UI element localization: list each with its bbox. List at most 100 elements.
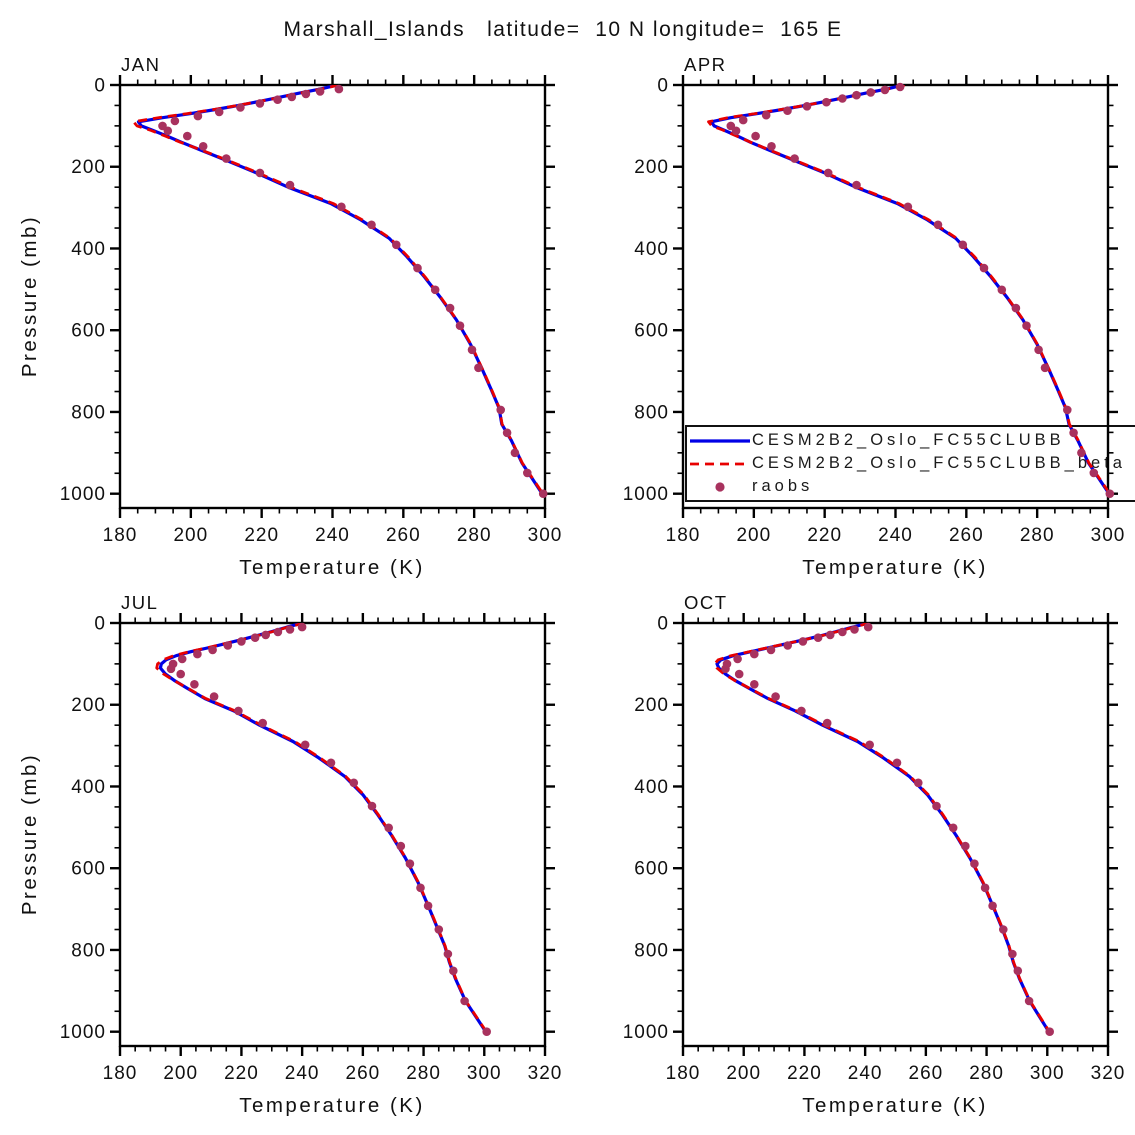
raobs-dot: [1011, 303, 1021, 313]
raobs-dot: [1022, 321, 1031, 331]
raobs-dot: [1024, 996, 1034, 1006]
x-tick-label: 240: [315, 525, 350, 546]
raobs-dot: [895, 82, 905, 92]
raobs-dots: [726, 82, 1115, 499]
raobs-dot: [430, 285, 440, 295]
x-axis-title-jul: Temperature (K): [239, 1094, 425, 1117]
y-tick-label: 200: [71, 695, 106, 716]
tick-labels: 180 200 220 240 260 280 300 320 0 200 400 600 800 100…: [623, 614, 1125, 1085]
raobs-dot: [1089, 468, 1099, 478]
raobs-dot: [287, 92, 297, 102]
raobs-dot: [523, 468, 532, 478]
raobs-dot: [434, 925, 444, 934]
axis-ticks: [673, 613, 1118, 1056]
dot-swatch: [687, 481, 752, 493]
raobs-dot: [170, 116, 180, 126]
raobs-dot: [273, 627, 283, 637]
x-tick-label: 220: [807, 525, 842, 546]
y-tick-label: 0: [94, 614, 106, 635]
raobs-dot: [766, 645, 776, 655]
raobs-dot: [948, 823, 958, 833]
panel-jan: 180 200 220 240 260 280 300 0 200 400 600 800 1000: [60, 75, 561, 546]
x-tick-label: 200: [173, 525, 208, 546]
x-tick-label: 300: [1091, 525, 1126, 546]
raobs-dot: [997, 285, 1007, 295]
raobs-dot: [413, 263, 422, 273]
x-tick-label: 280: [406, 1063, 441, 1084]
raobs-dot: [771, 692, 780, 701]
raobs-dot: [852, 90, 861, 100]
plot-frame: [118, 621, 547, 1048]
y-tick-label: 200: [634, 695, 669, 716]
raobs-dot: [813, 633, 823, 642]
x-axis-title-oct: Temperature (K): [802, 1094, 988, 1117]
panel-jul: 180 200 220 240 260 280 300 320 0 200 400 600 800 100…: [60, 613, 561, 1084]
model-line: [158, 623, 488, 1033]
raobs-dot: [234, 706, 243, 716]
raobs-dot: [1013, 966, 1023, 976]
y-tick-label: 600: [634, 321, 669, 342]
raobs-dot: [467, 345, 477, 355]
raobs-dot: [297, 622, 307, 632]
x-tick-label: 200: [163, 1063, 198, 1084]
raobs-dot: [496, 405, 506, 415]
y-tick-label: 400: [71, 239, 106, 260]
x-axis-title-jan: Temperature (K): [239, 556, 425, 579]
raobs-dot: [903, 202, 913, 212]
raobs-dot: [750, 680, 759, 689]
raobs-dot: [482, 1027, 492, 1036]
raobs-dot: [367, 801, 377, 811]
raobs-dot: [980, 883, 990, 893]
raobs-dot: [863, 622, 873, 632]
raobs-dot: [326, 758, 336, 768]
panel-title-apr: APR: [684, 54, 727, 75]
raobs-dot: [761, 110, 771, 120]
raobs-dot: [798, 637, 808, 646]
legend-box: CESM2B2_Oslo_FC55CLUBB CESM2B2_Oslo_FC55…: [685, 425, 1135, 502]
raobs-dot: [237, 637, 246, 646]
raobs-dot: [183, 131, 192, 141]
x-tick-label: 200: [726, 1063, 761, 1084]
y-tick-label: 600: [71, 321, 106, 342]
raobs-dot: [445, 303, 455, 313]
plot-frame: [681, 83, 1110, 510]
x-tick-label: 240: [878, 525, 913, 546]
x-tick-label: 300: [467, 1063, 502, 1084]
y-tick-label: 400: [634, 239, 669, 260]
x-tick-label: 260: [386, 525, 421, 546]
raobs-dot: [258, 718, 268, 728]
raobs-dot: [738, 115, 748, 125]
raobs-dot: [958, 240, 968, 250]
y-tick-label: 0: [657, 76, 669, 97]
raobs-dot: [236, 103, 245, 112]
legend-entry-model: CESM2B2_Oslo_FC55CLUBB: [687, 429, 1135, 452]
raobs-dot: [767, 142, 776, 151]
raobs-dot: [733, 654, 742, 664]
y-tick-label: 600: [71, 859, 106, 880]
raobs-dot: [285, 625, 295, 634]
raobs-dot: [176, 669, 185, 679]
raobs-dot: [455, 321, 465, 331]
x-tick-label: 280: [457, 525, 492, 546]
raobs-dot: [790, 154, 799, 163]
axis-ticks: [110, 613, 555, 1056]
raobs-dot: [979, 263, 989, 273]
raobs-dot: [190, 680, 199, 689]
raobs-dot: [825, 630, 835, 640]
raobs-dot: [797, 706, 806, 716]
raobs-dot: [214, 107, 224, 117]
raobs-dot: [892, 758, 902, 768]
model-beta-line: [713, 623, 1051, 1033]
solid-line-swatch: [687, 437, 752, 445]
panel-oct: 180 200 220 240 260 280 300 320 0 200 400 600 800 100…: [623, 613, 1125, 1085]
raobs-dot: [367, 220, 376, 230]
x-tick-label: 240: [848, 1063, 883, 1084]
y-tick-label: 800: [634, 402, 669, 423]
raobs-dot: [315, 87, 325, 96]
raobs-dot: [734, 669, 744, 679]
raobs-dot: [250, 633, 260, 642]
raobs-dot: [349, 778, 359, 788]
raobs-dots: [721, 622, 1054, 1036]
x-tick-label: 260: [949, 525, 984, 546]
raobs-dot: [1040, 363, 1050, 373]
